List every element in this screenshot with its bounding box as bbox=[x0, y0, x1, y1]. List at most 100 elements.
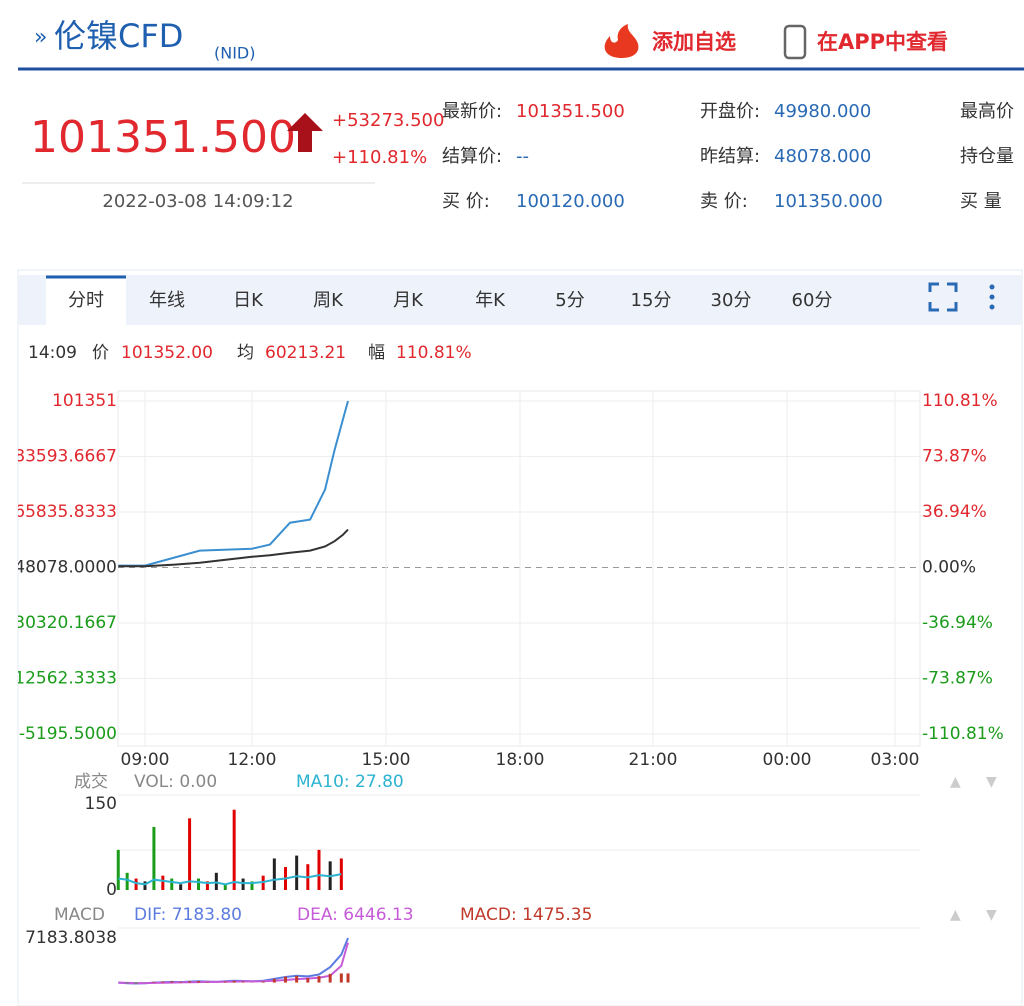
volume-bar bbox=[223, 884, 227, 890]
field-label: 最高价 bbox=[960, 101, 1014, 122]
tab[interactable]: 30分 bbox=[711, 290, 752, 311]
macd-bar bbox=[284, 976, 287, 983]
y2-tick-label: -73.87% bbox=[922, 668, 993, 688]
quote-time: 2022-03-08 14:09:12 bbox=[102, 191, 293, 212]
volume-bar bbox=[161, 875, 165, 890]
macd-bar bbox=[261, 981, 265, 983]
field-value: -- bbox=[516, 146, 529, 167]
macd-bar bbox=[346, 973, 350, 983]
macd-bar bbox=[328, 973, 332, 983]
x-tick-label: 00:00 bbox=[763, 750, 812, 770]
y-tick-label: -5195.5000 bbox=[19, 724, 117, 744]
field-label: 买 量 bbox=[960, 191, 1002, 212]
tab[interactable]: 分时 bbox=[68, 290, 104, 311]
tab[interactable]: 60分 bbox=[792, 290, 833, 311]
open-app[interactable]: 在APP中查看 bbox=[817, 30, 948, 54]
macd-bar bbox=[179, 981, 183, 983]
y-tick-label: 7183.8038 bbox=[25, 928, 117, 948]
macd-bar bbox=[205, 981, 209, 983]
x-tick-label: 21:00 bbox=[629, 750, 678, 770]
tab[interactable]: 月K bbox=[393, 290, 424, 311]
field-label: 开盘价: bbox=[700, 101, 760, 122]
field-value: 48078.000 bbox=[774, 146, 871, 167]
y-tick-label: 101351 bbox=[52, 391, 117, 411]
panel-title: MACD bbox=[54, 905, 105, 925]
line bbox=[118, 937, 349, 985]
volume-bar bbox=[170, 878, 174, 890]
tab[interactable]: 5分 bbox=[555, 290, 584, 311]
tab[interactable]: 日K bbox=[233, 290, 264, 311]
macd-bar bbox=[306, 978, 310, 983]
macd-bar bbox=[161, 981, 165, 983]
fullscreen-icon[interactable] bbox=[928, 282, 958, 312]
volume-bar bbox=[205, 881, 209, 890]
last-price: 101351.500 bbox=[30, 112, 296, 163]
change-pct: +110.81% bbox=[332, 147, 427, 168]
panel-title: 成交 bbox=[74, 772, 108, 792]
macd-bar bbox=[241, 981, 245, 983]
legend: VOL: 0.00 bbox=[134, 772, 217, 792]
line bbox=[118, 873, 342, 886]
legend: DEA: 6446.13 bbox=[297, 905, 414, 925]
legend: MACD: 1475.35 bbox=[460, 905, 592, 925]
tab[interactable]: 年线 bbox=[149, 290, 185, 311]
tab-bar bbox=[18, 275, 1022, 325]
info-avg: 60213.21 bbox=[265, 343, 346, 363]
x-tick-label: 12:00 bbox=[228, 750, 277, 770]
y-tick-label: 12562.3333 bbox=[14, 668, 117, 688]
macd-bar bbox=[295, 975, 299, 983]
flame-icon bbox=[604, 24, 639, 58]
y-tick-label: 150 bbox=[85, 794, 117, 814]
info-label: 价 bbox=[92, 343, 109, 363]
up-button[interactable]: ▲ bbox=[950, 774, 961, 790]
volume-bar bbox=[317, 849, 321, 890]
up-arrow bbox=[287, 113, 323, 152]
y2-tick-label: 73.87% bbox=[922, 447, 987, 467]
volume-bar bbox=[116, 849, 120, 890]
info-label: 幅 bbox=[368, 343, 385, 363]
line bbox=[118, 400, 349, 567]
title: 伦镍CFD bbox=[54, 17, 183, 55]
tab[interactable]: 年K bbox=[475, 290, 506, 311]
field-label: 昨结算: bbox=[700, 146, 760, 167]
x-tick-label: 15:00 bbox=[362, 750, 411, 770]
volume-bar bbox=[143, 881, 147, 890]
info-time: 14:09 bbox=[28, 343, 77, 363]
y-tick-label: 48078.0000 bbox=[14, 557, 117, 577]
macd-bar bbox=[223, 981, 227, 983]
field-value: 100120.000 bbox=[516, 191, 625, 212]
field-label: 最新价: bbox=[442, 101, 502, 122]
volume-bar bbox=[197, 878, 200, 890]
y2-tick-label: -110.81% bbox=[922, 724, 1004, 744]
y-tick-label: 65835.8333 bbox=[14, 502, 117, 522]
macd-bar bbox=[188, 981, 192, 983]
y-tick-label: 0 bbox=[106, 880, 117, 900]
field-label: 持仓量 bbox=[960, 146, 1014, 167]
y2-tick-label: -36.94% bbox=[922, 613, 993, 633]
down-button[interactable]: ▼ bbox=[986, 774, 997, 790]
field-label: 结算价: bbox=[442, 146, 502, 167]
macd-bar bbox=[152, 981, 156, 983]
macd-bar bbox=[339, 973, 343, 983]
x-tick-label: 18:00 bbox=[496, 750, 545, 770]
up-button[interactable]: ▲ bbox=[950, 907, 961, 923]
tab[interactable]: 周K bbox=[313, 290, 344, 311]
add-watchlist[interactable]: 添加自选 bbox=[652, 30, 736, 54]
line bbox=[118, 528, 349, 568]
y-tick-label: 83593.6667 bbox=[14, 446, 117, 466]
tab-active bbox=[46, 276, 126, 326]
field-label: 卖 价: bbox=[700, 191, 748, 212]
y2-tick-label: 110.81% bbox=[922, 391, 998, 411]
volume-bar bbox=[250, 881, 254, 890]
tab[interactable]: 15分 bbox=[631, 290, 672, 311]
macd-bar bbox=[134, 982, 138, 984]
macd-bar bbox=[232, 980, 236, 983]
info-amp: 110.81% bbox=[396, 343, 472, 363]
menu-icon[interactable] bbox=[989, 284, 995, 310]
volume-bar bbox=[272, 858, 276, 890]
down-button[interactable]: ▼ bbox=[986, 907, 997, 923]
breadcrumb-icon: » bbox=[34, 25, 47, 50]
code: (NID) bbox=[214, 44, 256, 63]
info-price: 101352.00 bbox=[121, 343, 213, 363]
field-value: 101351.500 bbox=[516, 101, 625, 122]
